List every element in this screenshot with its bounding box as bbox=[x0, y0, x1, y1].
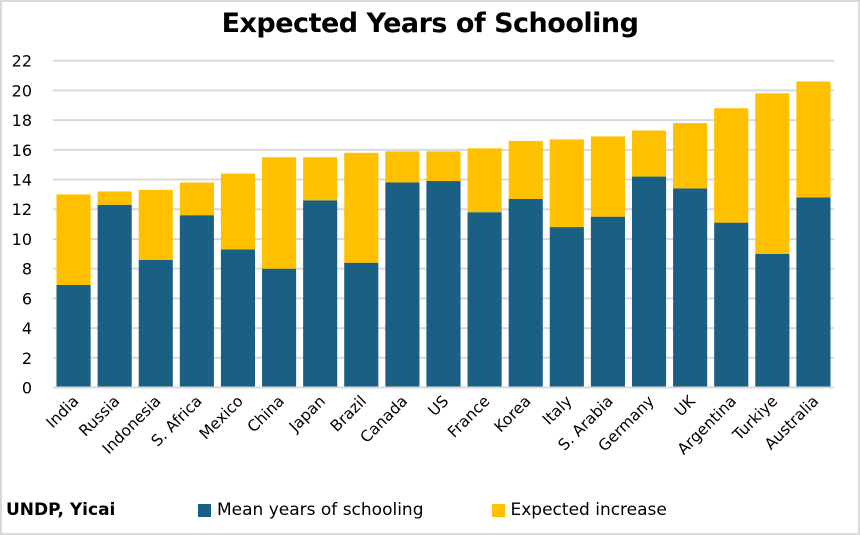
bar-mean-years bbox=[303, 200, 338, 388]
y-tick-label: 0 bbox=[22, 379, 32, 398]
y-tick-label: 18 bbox=[12, 111, 32, 130]
legend-item-mean[interactable]: Mean years of schooling bbox=[198, 500, 424, 520]
y-tick-label: 20 bbox=[12, 81, 32, 100]
x-tick-label: US bbox=[425, 392, 453, 420]
bar-mean-years bbox=[467, 212, 502, 388]
legend-label-increase: Expected increase bbox=[510, 500, 667, 520]
bar-mean-years bbox=[590, 216, 625, 388]
bar-expected-increase bbox=[590, 136, 625, 217]
bar-mean-years bbox=[549, 227, 584, 388]
y-tick-label: 22 bbox=[12, 52, 32, 71]
bar-expected-increase bbox=[673, 123, 708, 189]
bar-mean-years bbox=[631, 176, 667, 388]
bar-expected-increase bbox=[467, 148, 502, 213]
bar-mean-years bbox=[56, 285, 91, 388]
legend-label-mean: Mean years of schooling bbox=[217, 500, 424, 520]
y-tick-label: 2 bbox=[22, 349, 32, 368]
bar-mean-years bbox=[344, 262, 379, 388]
bar-mean-years bbox=[755, 253, 790, 388]
x-tick-label: France bbox=[444, 392, 493, 441]
y-tick-label: 4 bbox=[22, 319, 32, 338]
bar-expected-increase bbox=[385, 151, 420, 183]
bar-expected-increase bbox=[138, 189, 173, 260]
bar-mean-years bbox=[97, 204, 132, 388]
bar-expected-increase bbox=[220, 173, 256, 250]
x-tick-label: Italy bbox=[539, 392, 576, 429]
bar-expected-increase bbox=[631, 130, 667, 177]
bar-expected-increase bbox=[344, 152, 379, 263]
bar-expected-increase bbox=[508, 140, 543, 199]
bar-expected-increase bbox=[179, 182, 214, 216]
bar-expected-increase bbox=[796, 81, 831, 198]
legend: Mean years of schooling Expected increas… bbox=[198, 500, 735, 520]
bar-expected-increase bbox=[714, 108, 749, 223]
x-tick-label: Korea bbox=[491, 392, 535, 436]
bar-expected-increase bbox=[56, 194, 91, 286]
bar-mean-years bbox=[385, 182, 420, 388]
bars bbox=[56, 81, 831, 388]
y-tick-label: 16 bbox=[12, 141, 32, 160]
bar-mean-years bbox=[508, 198, 543, 388]
bar-expected-increase bbox=[262, 157, 297, 269]
chart-title: Expected Years of Schooling bbox=[221, 8, 639, 39]
y-tick-label: 14 bbox=[12, 171, 32, 190]
y-tick-label: 12 bbox=[12, 200, 32, 219]
bar-expected-increase bbox=[549, 139, 584, 228]
bar-mean-years bbox=[426, 181, 461, 388]
bar-mean-years bbox=[179, 215, 214, 388]
bar-mean-years bbox=[796, 197, 831, 388]
source-note: UNDP, Yicai bbox=[6, 500, 116, 520]
bar-mean-years bbox=[262, 268, 297, 388]
legend-swatch-mean bbox=[198, 503, 211, 517]
y-tick-label: 8 bbox=[22, 260, 32, 279]
y-tick-label: 6 bbox=[22, 289, 32, 308]
bar-expected-increase bbox=[755, 93, 790, 254]
bar-mean-years bbox=[220, 249, 256, 388]
legend-item-increase[interactable]: Expected increase bbox=[491, 500, 667, 520]
bar-mean-years bbox=[138, 259, 173, 388]
bar-expected-increase bbox=[426, 151, 461, 182]
bar-expected-increase bbox=[97, 191, 132, 205]
x-tick-label: Japan bbox=[285, 392, 329, 436]
legend-swatch-increase bbox=[491, 503, 505, 517]
y-tick-label: 10 bbox=[12, 230, 32, 249]
y-axis-ticks: 0 2 4 6 8 10 12 14 16 18 20 22 bbox=[12, 52, 32, 398]
x-tick-label: Mexico bbox=[196, 392, 247, 443]
bar-mean-years bbox=[673, 188, 708, 388]
bar-expected-increase bbox=[303, 157, 338, 201]
bar-mean-years bbox=[714, 222, 749, 388]
x-tick-label: UK bbox=[671, 392, 700, 421]
x-tick-label: China bbox=[244, 392, 288, 436]
